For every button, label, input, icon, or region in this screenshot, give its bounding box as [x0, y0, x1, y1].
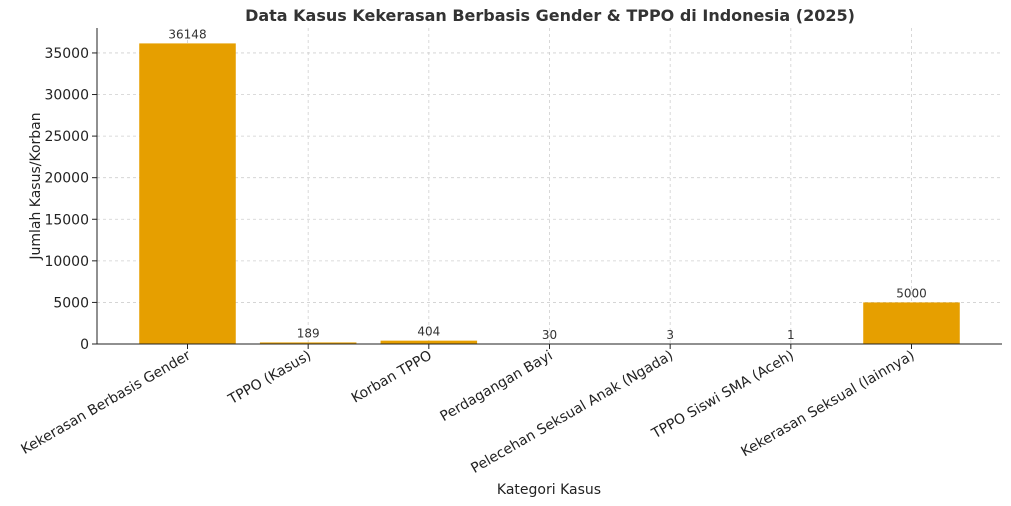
bar-value-label: 36148 — [168, 27, 206, 41]
y-tick-label: 20000 — [44, 171, 89, 187]
bar-value-label: 1 — [787, 328, 795, 342]
y-tick-label: 30000 — [44, 88, 89, 104]
bar — [139, 43, 236, 344]
bar — [863, 302, 960, 344]
y-tick-label: 15000 — [44, 212, 89, 228]
bars — [139, 43, 960, 344]
bar-value-label: 5000 — [896, 286, 927, 300]
bar-value-label: 30 — [542, 328, 557, 342]
y-tick-label: 10000 — [44, 254, 89, 270]
x-tick-label: Perdagangan Bayi — [437, 348, 555, 425]
y-tick-label: 0 — [80, 337, 89, 353]
y-axis-label: Jumlah Kasus/Korban — [28, 112, 44, 260]
bar-value-label: 189 — [297, 326, 320, 340]
axes — [92, 28, 1002, 349]
bar-value-label: 3 — [666, 328, 674, 342]
y-tick-label: 25000 — [44, 129, 89, 145]
x-tick-label: TPPO (Kasus) — [225, 348, 314, 409]
bar — [380, 340, 478, 344]
x-tick-label: Korban TPPO — [349, 348, 435, 407]
chart-title: Data Kasus Kekerasan Berbasis Gender & T… — [245, 6, 855, 25]
y-tick-label: 35000 — [44, 46, 89, 62]
x-tick-label: Pelecehan Seksual Anak (Ngada) — [468, 348, 676, 477]
bar-value-label: 404 — [417, 325, 440, 339]
x-tick-label: Kekerasan Berbasis Gender — [19, 347, 194, 457]
y-tick-label: 5000 — [53, 295, 89, 311]
bar — [259, 342, 357, 344]
x-axis-label: Kategori Kasus — [497, 482, 601, 498]
